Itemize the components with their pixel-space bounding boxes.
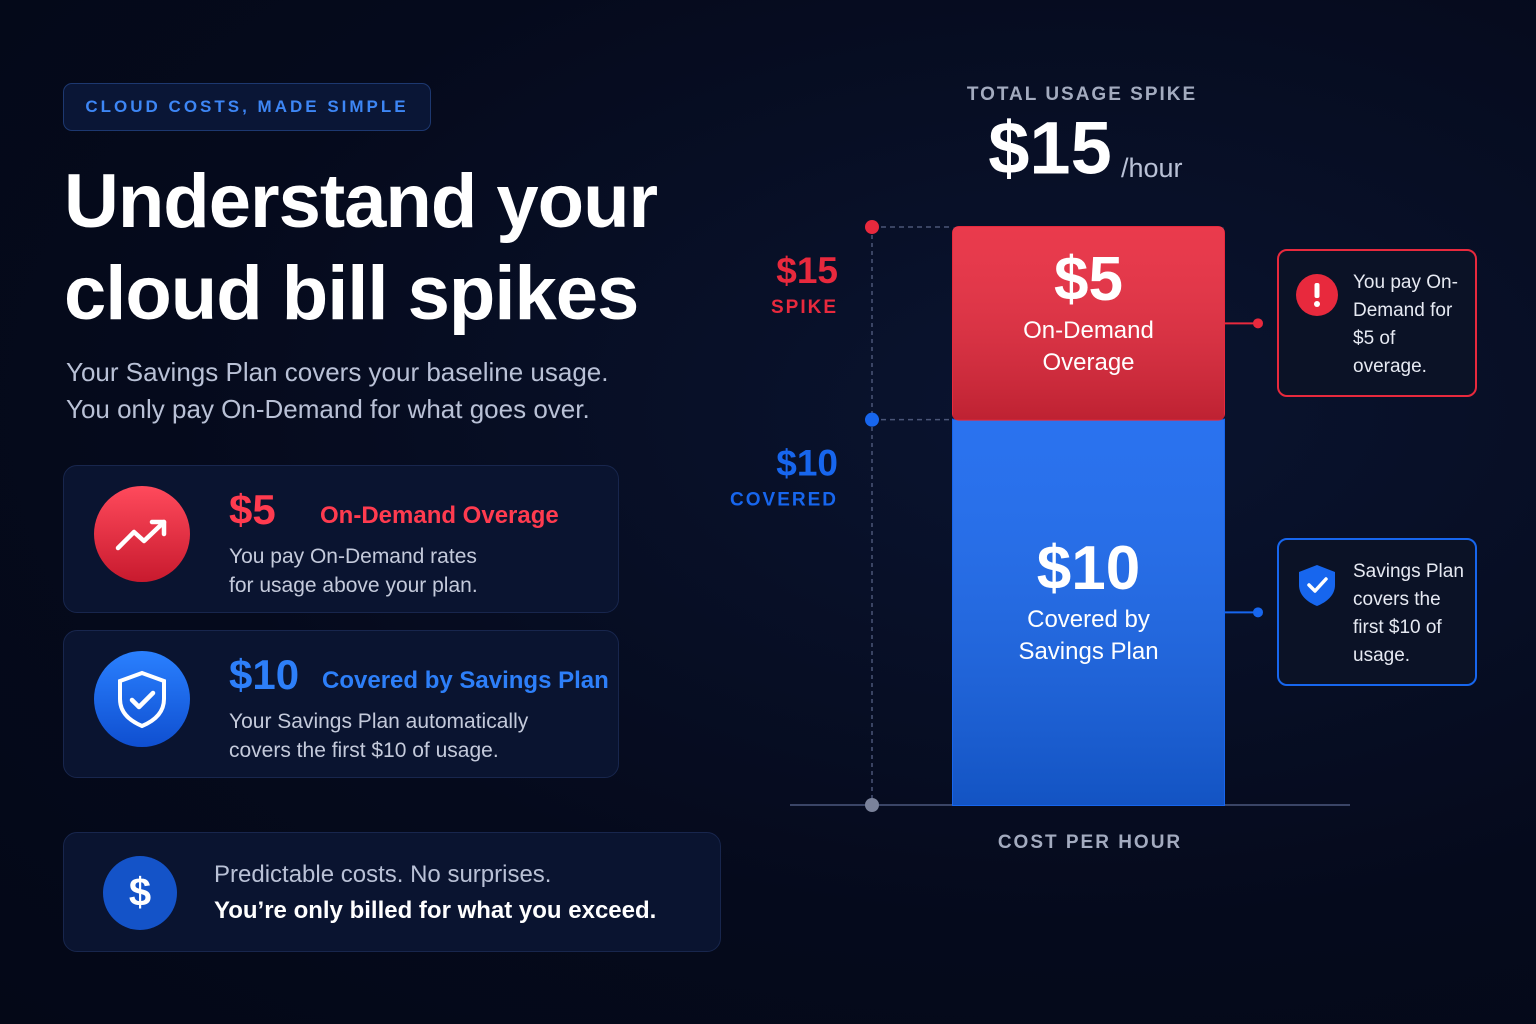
segment-label: $10 Covered by Savings Plan [953,534,1224,668]
chart-title: TOTAL USAGE SPIKE [967,84,1197,105]
subtitle-line: You only pay On-Demand for what goes ove… [66,394,590,424]
y-tick-note: COVERED [730,490,838,511]
card-label: On-Demand Overage [320,502,559,529]
tick-dot [865,220,879,234]
headline-line: cloud bill spikes [64,251,639,336]
y-tick-label: $10 [776,442,838,483]
bar-shade [953,419,1224,805]
total-unit: /hour [1121,153,1183,183]
card-text-line: for usage above your plan. [229,574,478,597]
callout-dot [1253,318,1263,329]
headline: Understand your cloud bill spikes [64,156,658,340]
callout-text: Savings Plan covers the first $10 of usa… [1353,561,1464,667]
card-label: Covered by Savings Plan [322,667,609,694]
footer-line: You’re only billed for what you exceed. [214,897,657,924]
alert-bar [1314,283,1320,299]
check [1307,577,1328,594]
callout: Savings Plan covers the first $10 of usa… [1277,538,1477,687]
subtitle-line: Your Savings Plan covers your baseline u… [66,357,609,387]
footer-line: Predictable costs. No surprises. [214,861,552,888]
total-label: $15 [988,107,1111,190]
y-tick-note: SPIKE [771,297,838,318]
x-axis-label: COST PER HOUR [998,832,1182,853]
segment-name: Covered by Savings Plan [1018,606,1159,666]
card-amount: $10 [229,651,300,698]
card-amount: $5 [229,486,276,533]
callout-icon [1299,565,1335,607]
dollar-icon: $ [103,856,177,930]
alert-dot [1314,301,1320,308]
callout-text: You pay On-Demand for $5 of overage. [1353,272,1458,378]
bar-shade [953,227,1224,420]
callout-dot [1253,607,1263,618]
footer-card: $ Predictable costs. No surprises. You’r… [63,832,721,952]
tick-dot [865,412,879,427]
headline-line: Understand your [64,159,658,244]
trend-icon [94,486,190,582]
segment-label: $5 On-Demand Overage [953,245,1224,379]
card-text: Your Savings Plan automatically covers t… [229,707,528,765]
svg-text:$: $ [129,871,151,915]
segment-name: On-Demand Overage [1023,317,1154,377]
shield-icon [94,651,190,747]
card-text-line: covers the first $10 of usage. [229,739,499,762]
segment-value: $10 [1036,534,1141,604]
callout: You pay On-Demand for $5 of overage. [1277,249,1477,398]
badge: CLOUD COSTS, MADE SIMPLE [63,83,431,131]
y-tick-label: $15 [776,250,838,291]
covered-card: $10 Covered by Savings Plan Your Savings… [63,630,619,778]
overage-card: $5 On-Demand Overage You pay On-Demand r… [63,465,619,613]
segment-value: $5 [1054,245,1123,315]
callout-icon [1296,274,1338,317]
shield [1299,565,1335,607]
card-text-line: You pay On-Demand rates [229,545,477,568]
card-text-line: Your Savings Plan automatically [229,710,529,733]
axis-origin [865,798,879,812]
subtitle: Your Savings Plan covers your baseline u… [66,354,608,428]
card-text: You pay On-Demand rates for usage above … [229,542,478,600]
